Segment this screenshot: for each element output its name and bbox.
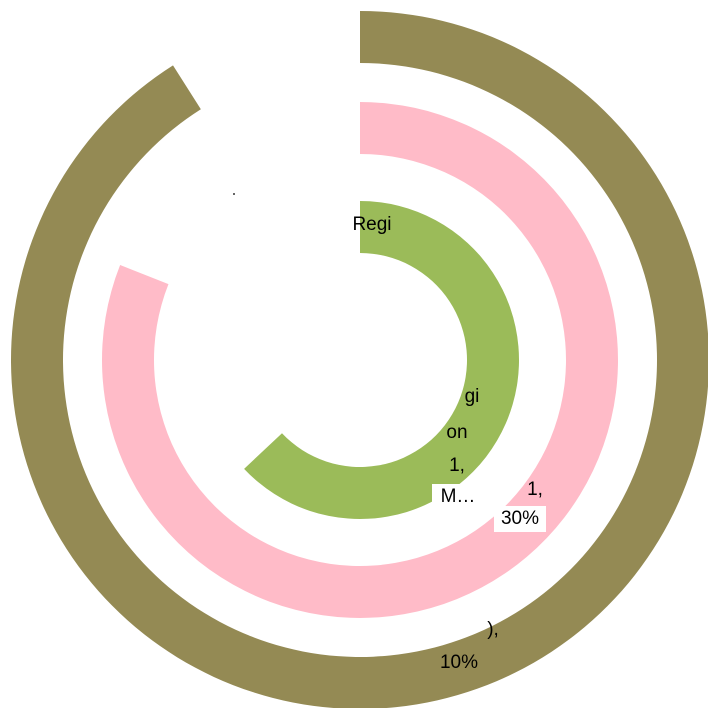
label-middle-comma: 1,: [527, 479, 543, 500]
label-middle-pct: 30%: [494, 506, 546, 532]
label-center-line-3: 1,: [449, 455, 465, 476]
label-center-line-1: gi: [464, 386, 480, 407]
label-outer-pct: 10%: [439, 652, 479, 673]
stray-mark: [233, 193, 235, 195]
label-center-line-4: M…: [432, 484, 484, 510]
label-outer-comma: ),: [487, 619, 499, 640]
label-center-line-2: on: [446, 422, 468, 443]
ring-middle-arc: [101, 102, 619, 618]
ring-inner-arc: [244, 201, 519, 519]
label-inner-top: Regi: [352, 214, 392, 235]
